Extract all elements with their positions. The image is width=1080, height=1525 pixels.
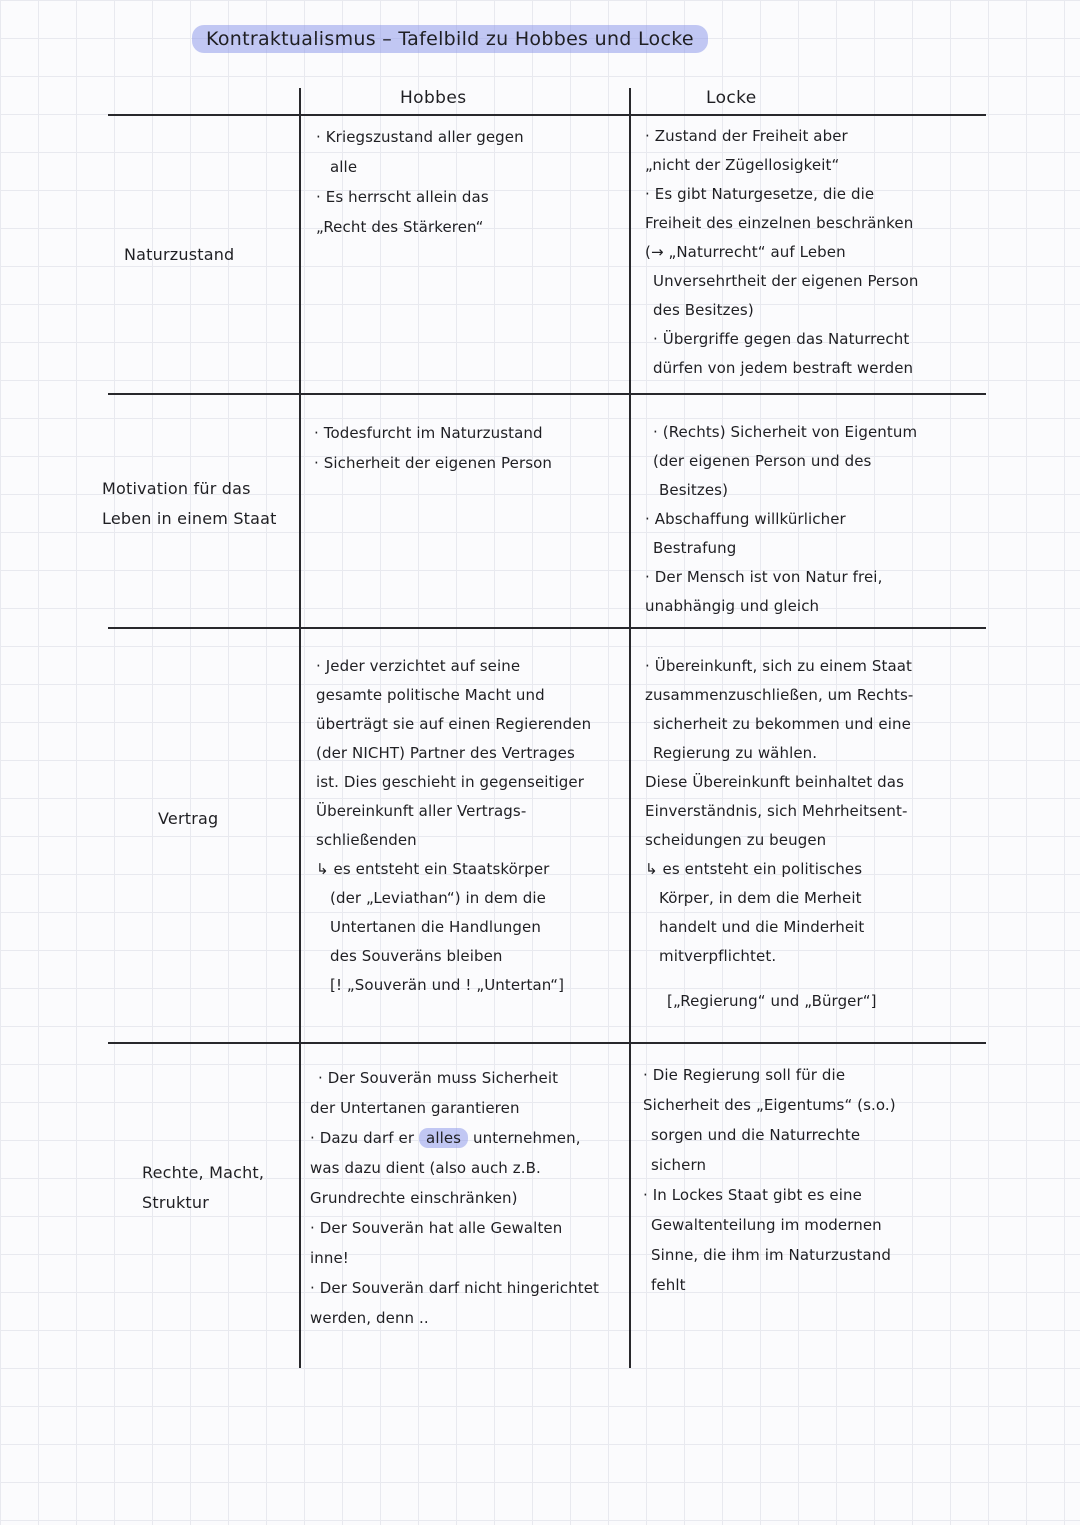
note-line: · In Lockes Staat gibt es eine: [643, 1186, 862, 1204]
row-label-rechte-macht-struktur: Rechte, Macht, Struktur: [142, 1163, 265, 1212]
note-line: Besitzes): [659, 481, 729, 499]
note-line: · Kriegszustand aller gegen: [316, 128, 524, 146]
note-line: sicherheit zu bekommen und eine: [653, 715, 911, 733]
cell-motivation-hobbes: · Todesfurcht im Naturzustand · Sicherhe…: [314, 418, 619, 478]
row-label-motivation: Motivation für das Leben in einem Staat: [102, 479, 277, 528]
note-line: werden, denn ..: [310, 1309, 429, 1327]
note-line: (der eigenen Person und des: [653, 452, 872, 470]
note-line: „Recht des Stärkeren“: [316, 218, 484, 236]
note-line: · Der Souverän darf nicht hingerichtet: [310, 1279, 600, 1297]
column-header-hobbes: Hobbes: [400, 88, 467, 108]
table-horizontal-line-2: [108, 393, 986, 395]
note-line: [! „Souverän und ! „Untertan“]: [330, 976, 565, 994]
note-line: · Übereinkunft, sich zu einem Staat: [645, 657, 913, 675]
note-line: · Todesfurcht im Naturzustand: [314, 424, 543, 442]
note-line: der Untertanen garantieren: [310, 1099, 520, 1117]
table-vertical-line-left: [299, 88, 301, 1368]
note-line: [„Regierung“ und „Bürger“]: [667, 992, 877, 1010]
note-line: ist. Dies geschieht in gegenseitiger: [316, 773, 585, 791]
cell-vertrag-locke: · Übereinkunft, sich zu einem Staat zusa…: [645, 652, 980, 1016]
note-line: des Besitzes): [653, 301, 754, 319]
page-title: Kontraktualismus – Tafelbild zu Hobbes u…: [192, 25, 708, 53]
note-line: Bestrafung: [653, 539, 737, 557]
cell-naturzustand-hobbes: · Kriegszustand aller gegen alle · Es he…: [316, 122, 621, 242]
note-line: · Sicherheit der eigenen Person: [314, 454, 553, 472]
note-line: Sinne, die ihm im Naturzustand: [651, 1246, 892, 1264]
note-line: · Übergriffe gegen das Naturrecht: [653, 330, 910, 348]
note-line: gesamte politische Macht und: [316, 686, 545, 704]
note-line: handelt und die Minderheit: [659, 918, 865, 936]
note-line: was dazu dient (also auch z.B.: [310, 1159, 541, 1177]
note-line: · Jeder verzichtet auf seine: [316, 657, 521, 675]
note-line: ↳ es entsteht ein politisches: [645, 860, 863, 878]
row-label-naturzustand: Naturzustand: [124, 245, 235, 264]
note-line-highlighted: · Dazu darf er alles unternehmen,: [310, 1128, 581, 1148]
note-line: Freiheit des einzelnen beschränken: [645, 214, 914, 232]
table-horizontal-line-1: [108, 114, 986, 116]
cell-rechte-hobbes: · Der Souverän muss Sicherheit der Unter…: [310, 1063, 625, 1333]
note-line: Körper, in dem die Merheit: [659, 889, 862, 907]
note-line: (→ „Naturrecht“ auf Leben: [645, 243, 846, 261]
note-line: · Die Regierung soll für die: [643, 1066, 846, 1084]
note-line: mitverpflichtet.: [659, 947, 777, 965]
column-header-locke: Locke: [706, 88, 757, 108]
table-horizontal-line-4: [108, 1042, 986, 1044]
note-line: Grundrechte einschränken): [310, 1189, 518, 1207]
note-line: Regierung zu wählen.: [653, 744, 818, 762]
note-line: Unversehrtheit der eigenen Person: [653, 272, 919, 290]
cell-naturzustand-locke: · Zustand der Freiheit aber „nicht der Z…: [645, 122, 980, 383]
note-line: dürfen von jedem bestraft werden: [653, 359, 914, 377]
note-line: inne!: [310, 1249, 349, 1267]
note-line: · Es herrscht allein das: [316, 188, 489, 206]
note-line: überträgt sie auf einen Regierenden: [316, 715, 592, 733]
note-line: sorgen und die Naturrechte: [651, 1126, 861, 1144]
note-line: ↳ es entsteht ein Staatskörper: [316, 860, 550, 878]
note-line: · Der Mensch ist von Natur frei,: [645, 568, 883, 586]
note-line: „nicht der Zügellosigkeit“: [645, 156, 840, 174]
note-line: · Es gibt Naturgesetze, die die: [645, 185, 875, 203]
note-line: fehlt: [651, 1276, 686, 1294]
cell-motivation-locke: · (Rechts) Sicherheit von Eigentum (der …: [645, 418, 980, 621]
note-line: · Zustand der Freiheit aber: [645, 127, 848, 145]
note-line: Sicherheit des „Eigentums“ (s.o.): [643, 1096, 896, 1114]
table-vertical-line-right: [629, 88, 631, 1368]
title-highlight: Kontraktualismus – Tafelbild zu Hobbes u…: [192, 25, 708, 53]
note-line: Untertanen die Handlungen: [330, 918, 541, 936]
note-line: Übereinkunft aller Vertrags-: [316, 802, 527, 820]
note-line: · (Rechts) Sicherheit von Eigentum: [653, 423, 918, 441]
note-line: Einverständnis, sich Mehrheitsent-: [645, 802, 908, 820]
note-line: zusammenzuschließen, um Rechts-: [645, 686, 914, 704]
row-label-vertrag: Vertrag: [158, 809, 219, 828]
note-line: · Der Souverän hat alle Gewalten: [310, 1219, 563, 1237]
note-line: · Der Souverän muss Sicherheit: [318, 1069, 559, 1087]
note-line: · Abschaffung willkürlicher: [645, 510, 846, 528]
note-line: Gewaltenteilung im modernen: [651, 1216, 882, 1234]
note-line: des Souveräns bleiben: [330, 947, 503, 965]
note-line: unabhängig und gleich: [645, 597, 820, 615]
note-line: (der NICHT) Partner des Vertrages: [316, 744, 575, 762]
alles-highlight: alles: [419, 1128, 469, 1148]
note-line: (der „Leviathan“) in dem die: [330, 889, 547, 907]
note-line: scheidungen zu beugen: [645, 831, 827, 849]
note-line: Diese Übereinkunft beinhaltet das: [645, 773, 905, 791]
note-line: schließenden: [316, 831, 417, 849]
cell-vertrag-hobbes: · Jeder verzichtet auf seine gesamte pol…: [316, 652, 621, 1000]
note-line: sichern: [651, 1156, 707, 1174]
cell-rechte-locke: · Die Regierung soll für die Sicherheit …: [643, 1060, 978, 1300]
table-horizontal-line-3: [108, 627, 986, 629]
note-line: alle: [330, 158, 358, 176]
